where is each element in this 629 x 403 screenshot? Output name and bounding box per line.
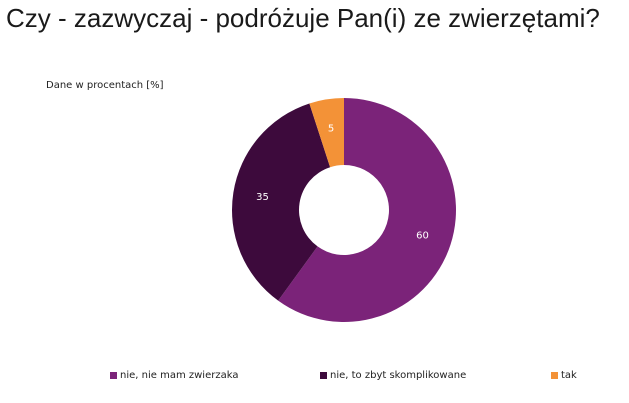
legend-swatch — [320, 372, 327, 379]
donut-slices — [232, 98, 457, 322]
data-label-zbyt-skomplikowane: 35 — [256, 192, 269, 203]
legend-label: nie, to zbyt skomplikowane — [330, 370, 467, 381]
data-label-tak: 5 — [328, 124, 334, 135]
legend-label: nie, nie mam zwierzaka — [120, 370, 239, 381]
legend-swatch — [551, 372, 558, 379]
donut-slice-zbyt-skomplikowane[interactable] — [232, 103, 331, 301]
donut-slice-tak[interactable] — [309, 98, 344, 168]
chart-title: Czy - zazwyczaj - podróżuje Pan(i) ze zw… — [6, 3, 600, 33]
chart-unit-note: Dane w procentach [%] — [46, 80, 164, 91]
legend-item-zbyt-skomplikowane[interactable]: nie, to zbyt skomplikowane — [320, 370, 466, 381]
data-label-nie-mam-zwierzaka: 60 — [416, 230, 429, 241]
legend-item-tak[interactable]: tak — [551, 370, 577, 381]
donut-labels: 60 35 5 — [256, 124, 429, 242]
legend-swatch — [110, 372, 117, 379]
legend-label: tak — [561, 370, 577, 381]
donut-slice-nie-mam-zwierzaka[interactable] — [278, 98, 457, 322]
legend-item-nie-mam-zwierzaka[interactable]: nie, nie mam zwierzaka — [110, 370, 238, 381]
